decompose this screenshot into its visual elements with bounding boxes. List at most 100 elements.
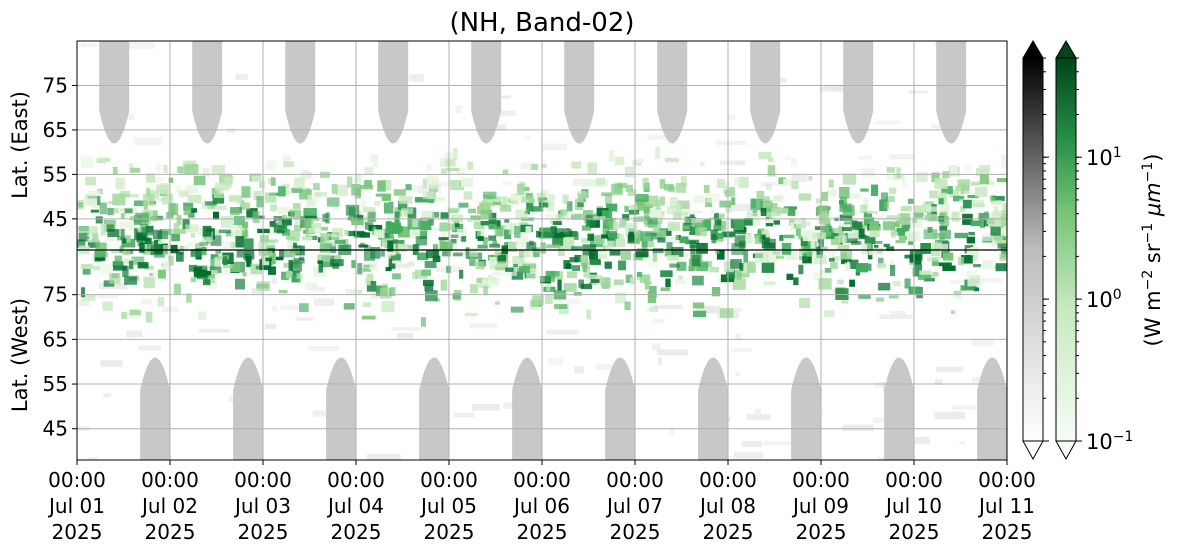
aurora-cell xyxy=(950,164,958,176)
aurora-cell xyxy=(282,228,290,236)
aurora-cell xyxy=(429,227,442,231)
aurora-cell xyxy=(439,241,453,252)
texture-cell xyxy=(858,155,872,160)
aurora-cell xyxy=(183,206,192,216)
y-tick-label: 75 xyxy=(43,73,68,97)
aurora-cell xyxy=(351,260,356,269)
aurora-cell xyxy=(960,285,965,291)
aurora-cell xyxy=(691,254,701,267)
x-tick-label: 00:00 xyxy=(327,468,385,492)
aurora-cell xyxy=(591,279,600,283)
x-tick-label: Jul 04 xyxy=(326,494,384,518)
aurora-cell xyxy=(129,216,138,221)
aurora-cell xyxy=(562,229,568,233)
y-tick-label: 55 xyxy=(43,162,68,186)
aurora-cell xyxy=(990,199,1002,205)
aurora-cell xyxy=(237,221,249,228)
aurora-cell xyxy=(288,259,293,272)
aurora-cell xyxy=(609,150,615,162)
aurora-cell xyxy=(230,225,243,237)
aurora-cell xyxy=(827,189,837,197)
colorbar-grey xyxy=(1022,40,1044,461)
aurora-cell xyxy=(278,217,292,226)
aurora-cell xyxy=(277,219,282,225)
aurora-cell xyxy=(785,250,798,260)
aurora-cell xyxy=(679,236,689,243)
aurora-cell xyxy=(208,270,218,275)
aurora-cell xyxy=(967,275,982,287)
texture-cell xyxy=(137,345,162,351)
aurora-cell xyxy=(102,301,113,311)
aurora-cell xyxy=(187,241,195,248)
aurora-cell xyxy=(179,166,191,175)
aurora-cell xyxy=(210,254,219,260)
aurora-cell xyxy=(273,223,288,233)
aurora-cell xyxy=(922,203,934,208)
aurora-cell xyxy=(709,267,719,273)
aurora-cell xyxy=(129,309,141,316)
texture-cell xyxy=(763,441,792,446)
texture-cell xyxy=(78,299,90,307)
aurora-cell xyxy=(677,200,690,209)
aurora-cell xyxy=(763,281,776,286)
aurora-cell xyxy=(476,229,485,238)
aurora-cell xyxy=(124,208,133,214)
aurora-cell xyxy=(228,195,243,202)
x-tick-label: 00:00 xyxy=(885,468,943,492)
aurora-cell xyxy=(590,261,601,266)
aurora-cell xyxy=(381,300,395,312)
aurora-cell xyxy=(847,229,859,239)
aurora-cell xyxy=(202,167,210,177)
aurora-cell xyxy=(571,161,582,169)
aurora-cell xyxy=(754,251,769,263)
aurora-cell xyxy=(497,254,507,264)
aurora-cell xyxy=(525,208,531,213)
aurora-cell xyxy=(103,280,115,287)
aurora-cell xyxy=(168,177,174,183)
aurora-cell xyxy=(520,162,532,169)
colorbar-ticks: 10−1 100 101 xyxy=(1043,57,1133,454)
aurora-cell xyxy=(452,147,458,160)
aurora-cell xyxy=(601,192,612,197)
aurora-cell xyxy=(669,197,678,209)
aurora-cell xyxy=(966,248,972,257)
aurora-cell xyxy=(162,193,174,205)
aurora-cell xyxy=(867,210,878,214)
aurora-cell xyxy=(625,274,633,283)
aurora-cell xyxy=(800,237,808,247)
aurora-cell xyxy=(943,252,954,261)
aurora-cell xyxy=(426,164,432,172)
aurora-cell xyxy=(94,252,108,258)
aurora-cell xyxy=(477,244,488,249)
aurora-cell xyxy=(371,226,377,236)
x-tick-label: 2025 xyxy=(52,520,103,544)
aurora-cell xyxy=(628,209,640,215)
aurora-cell xyxy=(146,173,155,183)
aurora-cell xyxy=(305,226,310,239)
aurora-cell xyxy=(552,221,562,226)
night-region-bottom xyxy=(884,357,915,460)
aurora-cell xyxy=(370,154,379,162)
aurora-cell xyxy=(581,238,589,244)
aurora-cell xyxy=(587,162,597,174)
aurora-cell xyxy=(454,290,462,301)
aurora-cell xyxy=(112,265,127,271)
aurora-cell xyxy=(675,182,687,193)
texture-cell xyxy=(890,310,907,316)
aurora-cell xyxy=(190,277,197,283)
aurora-cell xyxy=(837,279,844,285)
aurora-cell xyxy=(571,265,581,272)
aurora-cell xyxy=(143,240,148,252)
aurora-cell xyxy=(120,228,125,240)
aurora-cell xyxy=(974,186,988,197)
aurora-cell xyxy=(585,274,592,283)
aurora-cell xyxy=(162,261,170,272)
aurora-cell xyxy=(808,175,813,181)
aurora-cell xyxy=(766,183,772,191)
aurora-cell xyxy=(143,276,155,289)
aurora-cell xyxy=(614,292,627,304)
aurora-cell xyxy=(580,283,593,290)
aurora-cell xyxy=(173,223,180,234)
aurora-cell xyxy=(938,262,952,267)
texture-cell xyxy=(825,84,857,91)
